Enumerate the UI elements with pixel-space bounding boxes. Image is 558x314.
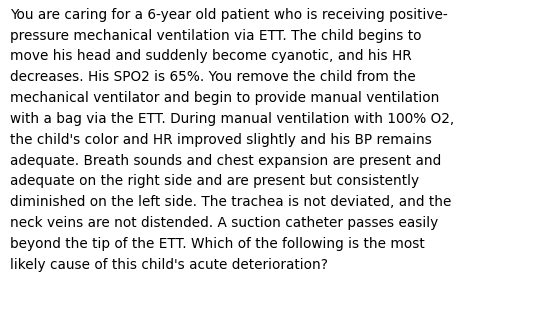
- Text: You are caring for a 6-year old patient who is receiving positive-
pressure mech: You are caring for a 6-year old patient …: [10, 8, 454, 272]
